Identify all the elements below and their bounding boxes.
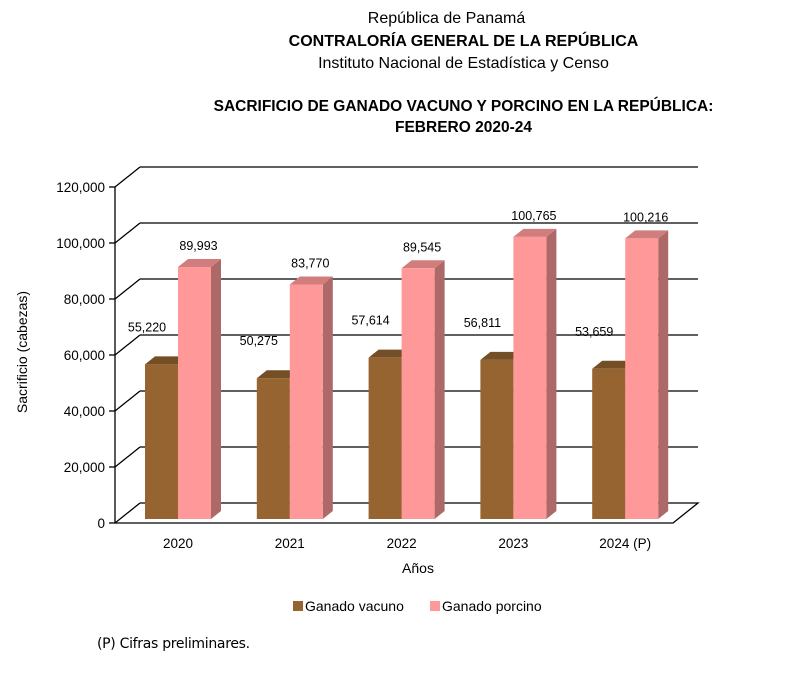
x-axis-label: Años	[402, 560, 434, 576]
bar-top	[368, 349, 412, 358]
gridline-connector	[114, 222, 141, 244]
gridline-connector	[114, 278, 141, 300]
bar-front	[592, 368, 626, 519]
x-tick-label: 2024 (P)	[599, 536, 651, 551]
data-label: 100,216	[623, 210, 668, 224]
bar-ganado-porcino	[289, 276, 333, 519]
y-tick-label: 40,000	[64, 404, 105, 419]
data-label: 50,275	[240, 334, 278, 348]
bar-side	[546, 228, 557, 519]
gridline-connector	[114, 334, 141, 356]
legend-item: Ganado vacuno	[293, 598, 404, 614]
bar-side	[658, 230, 669, 519]
x-tick-label: 2021	[275, 536, 305, 551]
bar-side	[434, 260, 445, 519]
footnote: (P) Cifras preliminares.	[97, 636, 250, 652]
data-label: 89,545	[403, 240, 441, 254]
x-tick-label: 2022	[387, 536, 417, 551]
bar-front	[256, 378, 290, 519]
data-label: 57,614	[351, 314, 389, 328]
y-tick-label: 120,000	[56, 180, 105, 195]
bar-top	[513, 228, 557, 237]
legend-item: Ganado porcino	[430, 598, 542, 614]
bar-top	[289, 276, 333, 285]
gridline-connector	[114, 390, 141, 412]
x-tick-label: 2020	[163, 536, 193, 551]
bar-ganado-porcino	[178, 259, 221, 519]
legend-swatch	[293, 601, 303, 611]
legend-swatch	[430, 601, 440, 611]
bar-ganado-porcino	[513, 228, 557, 519]
y-tick-label: 60,000	[64, 348, 105, 363]
bar-front	[368, 357, 402, 519]
data-label: 53,659	[575, 325, 613, 339]
data-labels: 55,220 89,993 50,275 83,770 57,614 89,545 56,8…	[128, 209, 668, 348]
y-tick-label: 0	[97, 516, 105, 531]
legend: Ganado vacuno Ganado porcino	[293, 598, 542, 614]
bar-front	[513, 236, 547, 519]
country-name: República de Panamá	[367, 10, 526, 27]
bars	[145, 228, 669, 519]
y-tick-label: 100,000	[56, 236, 105, 251]
data-label: 55,220	[128, 320, 166, 334]
gridline-connector	[114, 166, 141, 188]
legend-label: Ganado porcino	[442, 598, 542, 614]
bar-side	[211, 259, 221, 519]
bar-top	[145, 356, 188, 365]
x-tick-label: 2023	[498, 536, 528, 551]
y-tick-label: 20,000	[64, 460, 105, 475]
y-axis-label: Sacrificio (cabezas)	[14, 291, 30, 413]
department-name: Instituto Nacional de Estadística y Cens…	[318, 55, 609, 72]
bar-top	[178, 259, 221, 268]
data-label: 56,811	[464, 316, 501, 330]
bar-front	[625, 238, 659, 519]
bar-front	[145, 364, 178, 519]
chart-subtitle: FEBRERO 2020-24	[395, 119, 532, 136]
bar-front	[289, 284, 323, 519]
bar-top	[625, 230, 669, 239]
bar-top	[256, 370, 300, 379]
institution-name: CONTRALORÍA GENERAL DE LA REPÚBLICA	[288, 33, 639, 50]
bar-top	[401, 260, 445, 269]
bar-top	[592, 360, 636, 369]
bar-front	[401, 268, 435, 519]
bar-ganado-porcino	[625, 230, 669, 519]
y-axis: 0 20,000 40,000 60,000 80,000 100,000 120,000	[56, 180, 700, 531]
legend-label: Ganado vacuno	[305, 598, 404, 614]
data-label: 83,770	[291, 256, 329, 270]
data-label: 100,765	[511, 209, 556, 223]
y-tick-label: 80,000	[64, 292, 105, 307]
gridline-connector	[114, 502, 141, 524]
bar-side	[322, 276, 333, 519]
data-label: 89,993	[179, 239, 217, 253]
chart-title: SACRIFICIO DE GANADO VACUNO Y PORCINO EN…	[213, 98, 714, 115]
x-axis-ticks: 2020 2021 2022 2023 2024 (P)	[163, 536, 651, 551]
gridline-connector	[114, 446, 141, 468]
bar-front	[178, 267, 211, 519]
bar-front	[480, 359, 514, 519]
bar-ganado-porcino	[401, 260, 445, 519]
bar-top	[480, 351, 524, 360]
